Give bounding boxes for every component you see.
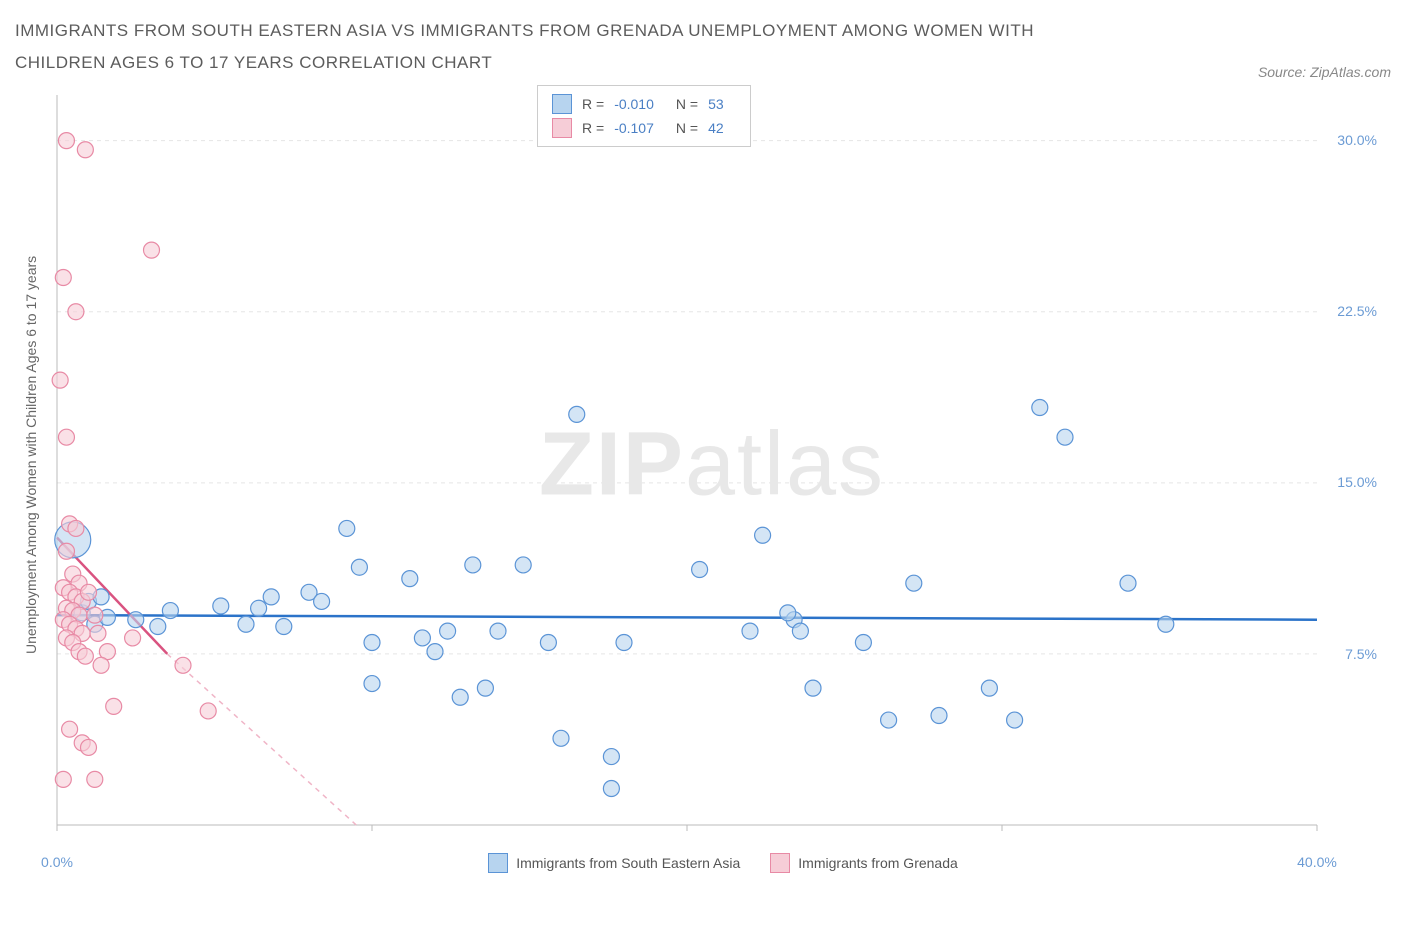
y-axis-label: Unemployment Among Women with Children A… bbox=[15, 85, 47, 825]
legend-stat-row: R = -0.107 N = 42 bbox=[552, 116, 736, 140]
chart-header: IMMIGRANTS FROM SOUTH EASTERN ASIA VS IM… bbox=[15, 15, 1391, 80]
r-value: -0.010 bbox=[614, 96, 654, 112]
legend-series-label: Immigrants from South Eastern Asia bbox=[516, 855, 740, 871]
chart-source: Source: ZipAtlas.com bbox=[1258, 64, 1391, 80]
y-tick-label: 7.5% bbox=[1345, 646, 1377, 662]
y-tick-label: 30.0% bbox=[1337, 132, 1377, 148]
x-tick-label: 40.0% bbox=[1297, 854, 1337, 870]
legend-swatch-icon bbox=[552, 94, 572, 114]
legend-series-item: Immigrants from Grenada bbox=[770, 853, 958, 873]
x-tick-label: 0.0% bbox=[41, 854, 73, 870]
y-tick-label: 22.5% bbox=[1337, 303, 1377, 319]
plot-area: ZIPatlas 7.5%15.0%22.5%30.0% 0.0%40.0% R… bbox=[47, 85, 1377, 845]
n-value: 42 bbox=[708, 120, 724, 136]
legend-swatch-icon bbox=[770, 853, 790, 873]
correlation-chart: IMMIGRANTS FROM SOUTH EASTERN ASIA VS IM… bbox=[15, 15, 1391, 873]
legend-swatch-icon bbox=[552, 118, 572, 138]
r-label: R = bbox=[582, 96, 604, 112]
n-value: 53 bbox=[708, 96, 724, 112]
chart-title: IMMIGRANTS FROM SOUTH EASTERN ASIA VS IM… bbox=[15, 15, 1115, 80]
legend-swatch-icon bbox=[488, 853, 508, 873]
legend-series-item: Immigrants from South Eastern Asia bbox=[488, 853, 740, 873]
n-label: N = bbox=[676, 96, 698, 112]
legend-series: Immigrants from South Eastern Asia Immig… bbox=[15, 853, 1391, 873]
plot-wrap: Unemployment Among Women with Children A… bbox=[15, 85, 1391, 845]
n-label: N = bbox=[676, 120, 698, 136]
y-tick-label: 15.0% bbox=[1337, 474, 1377, 490]
legend-stats: R = -0.010 N = 53 R = -0.107 N = 42 bbox=[537, 85, 751, 147]
legend-series-label: Immigrants from Grenada bbox=[798, 855, 958, 871]
r-label: R = bbox=[582, 120, 604, 136]
legend-stat-row: R = -0.010 N = 53 bbox=[552, 92, 736, 116]
scatter-svg bbox=[47, 85, 1377, 845]
r-value: -0.107 bbox=[614, 120, 654, 136]
